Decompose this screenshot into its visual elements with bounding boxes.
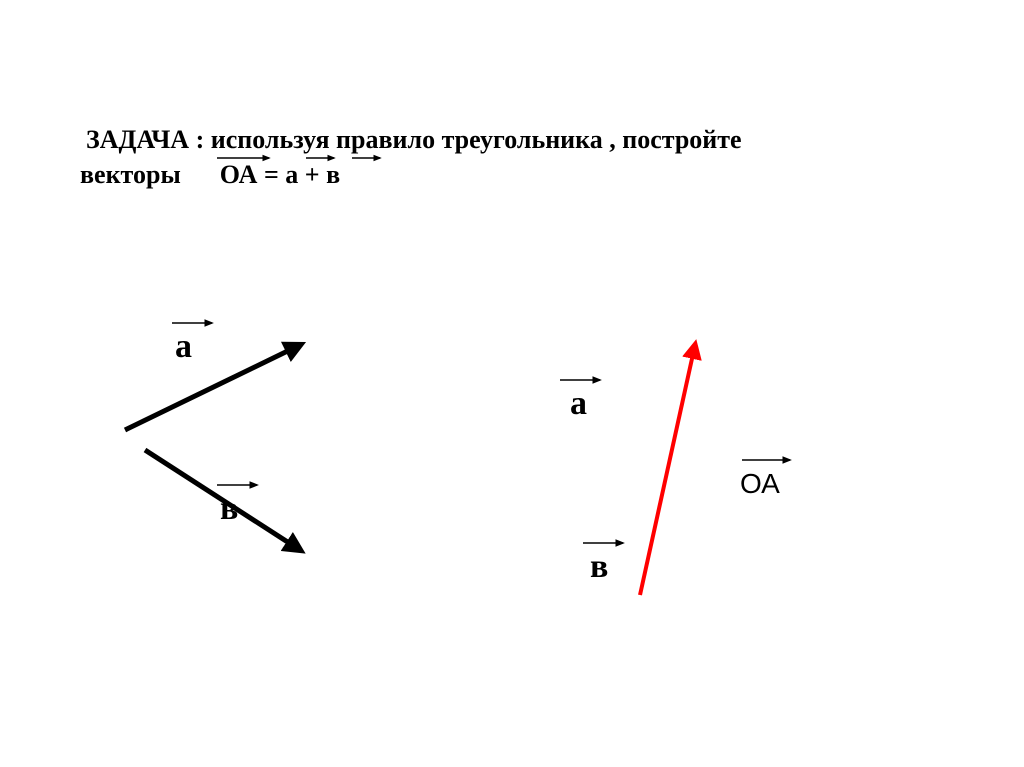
left-vector-a — [125, 345, 300, 430]
diagram-canvas: ЗАДАЧА : используя правило треугольника … — [0, 0, 1024, 767]
right-vector-oa — [640, 345, 695, 595]
vectors-svg — [0, 0, 1024, 767]
left-vector-b — [145, 450, 300, 550]
